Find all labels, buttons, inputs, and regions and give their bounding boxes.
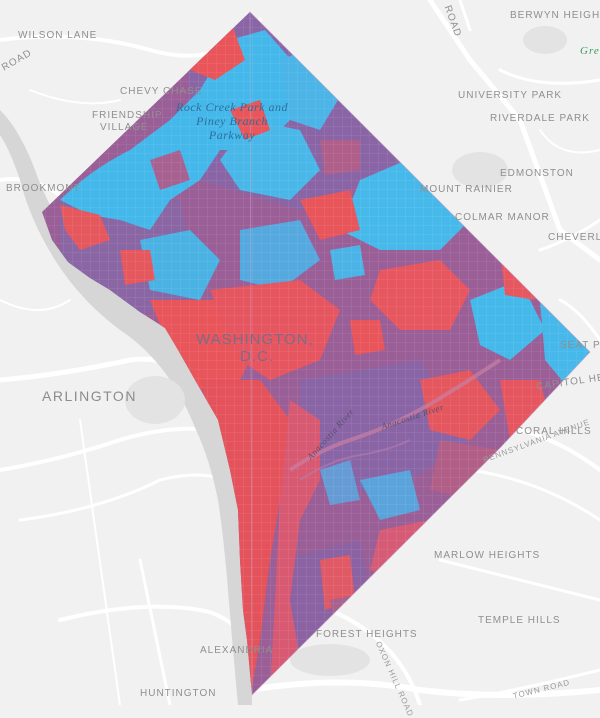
label-brookmont: BROOKMONT — [6, 183, 81, 194]
label-friendship: FRIENDSHIP — [92, 110, 163, 121]
label-alexandria: ALEXANDRIA — [200, 645, 274, 656]
label-university-park: UNIVERSITY PARK — [458, 90, 563, 101]
label-dc: D.C. — [240, 348, 274, 365]
parks — [125, 26, 567, 676]
label-temple-hills: TEMPLE HILLS — [478, 615, 561, 626]
label-marlow-heights: MARLOW HEIGHTS — [434, 550, 541, 561]
label-village: VILLAGE — [100, 122, 149, 133]
label-rock-creek-park: Rock Creek Park and Piney Branch Parkway — [172, 100, 292, 142]
label-riverdale-park: RIVERDALE PARK — [490, 113, 590, 124]
label-edmonston: EDMONSTON — [500, 168, 574, 179]
label-rock-creek-line3: Parkway — [208, 128, 256, 142]
label-green: Gree — [580, 45, 600, 57]
label-washington: WASHINGTON, — [196, 331, 314, 348]
label-coral-hills: CORAL HILLS — [516, 426, 592, 437]
label-chevy-chase: CHEVY CHASE — [120, 86, 203, 97]
label-arlington: ARLINGTON — [42, 388, 137, 404]
label-cheverly: CHEVERLY — [548, 232, 600, 243]
label-berwyn-heights: BERWYN HEIGHTS — [510, 10, 600, 21]
dc-boundary — [249, 11, 591, 696]
label-rock-creek-line1: Rock Creek Park and — [175, 100, 288, 114]
label-forest-heights: FOREST HEIGHTS — [316, 629, 418, 640]
label-seat-pleasant: SEAT PLE — [560, 340, 600, 351]
label-rock-creek-line2: Piney Branch — [196, 114, 268, 128]
label-colmar-manor: COLMAR MANOR — [455, 212, 550, 223]
label-huntington: HUNTINGTON — [140, 688, 217, 699]
label-mount-rainier: MOUNT RAINIER — [420, 184, 513, 195]
label-wilson-lane: WILSON LANE — [18, 30, 98, 41]
